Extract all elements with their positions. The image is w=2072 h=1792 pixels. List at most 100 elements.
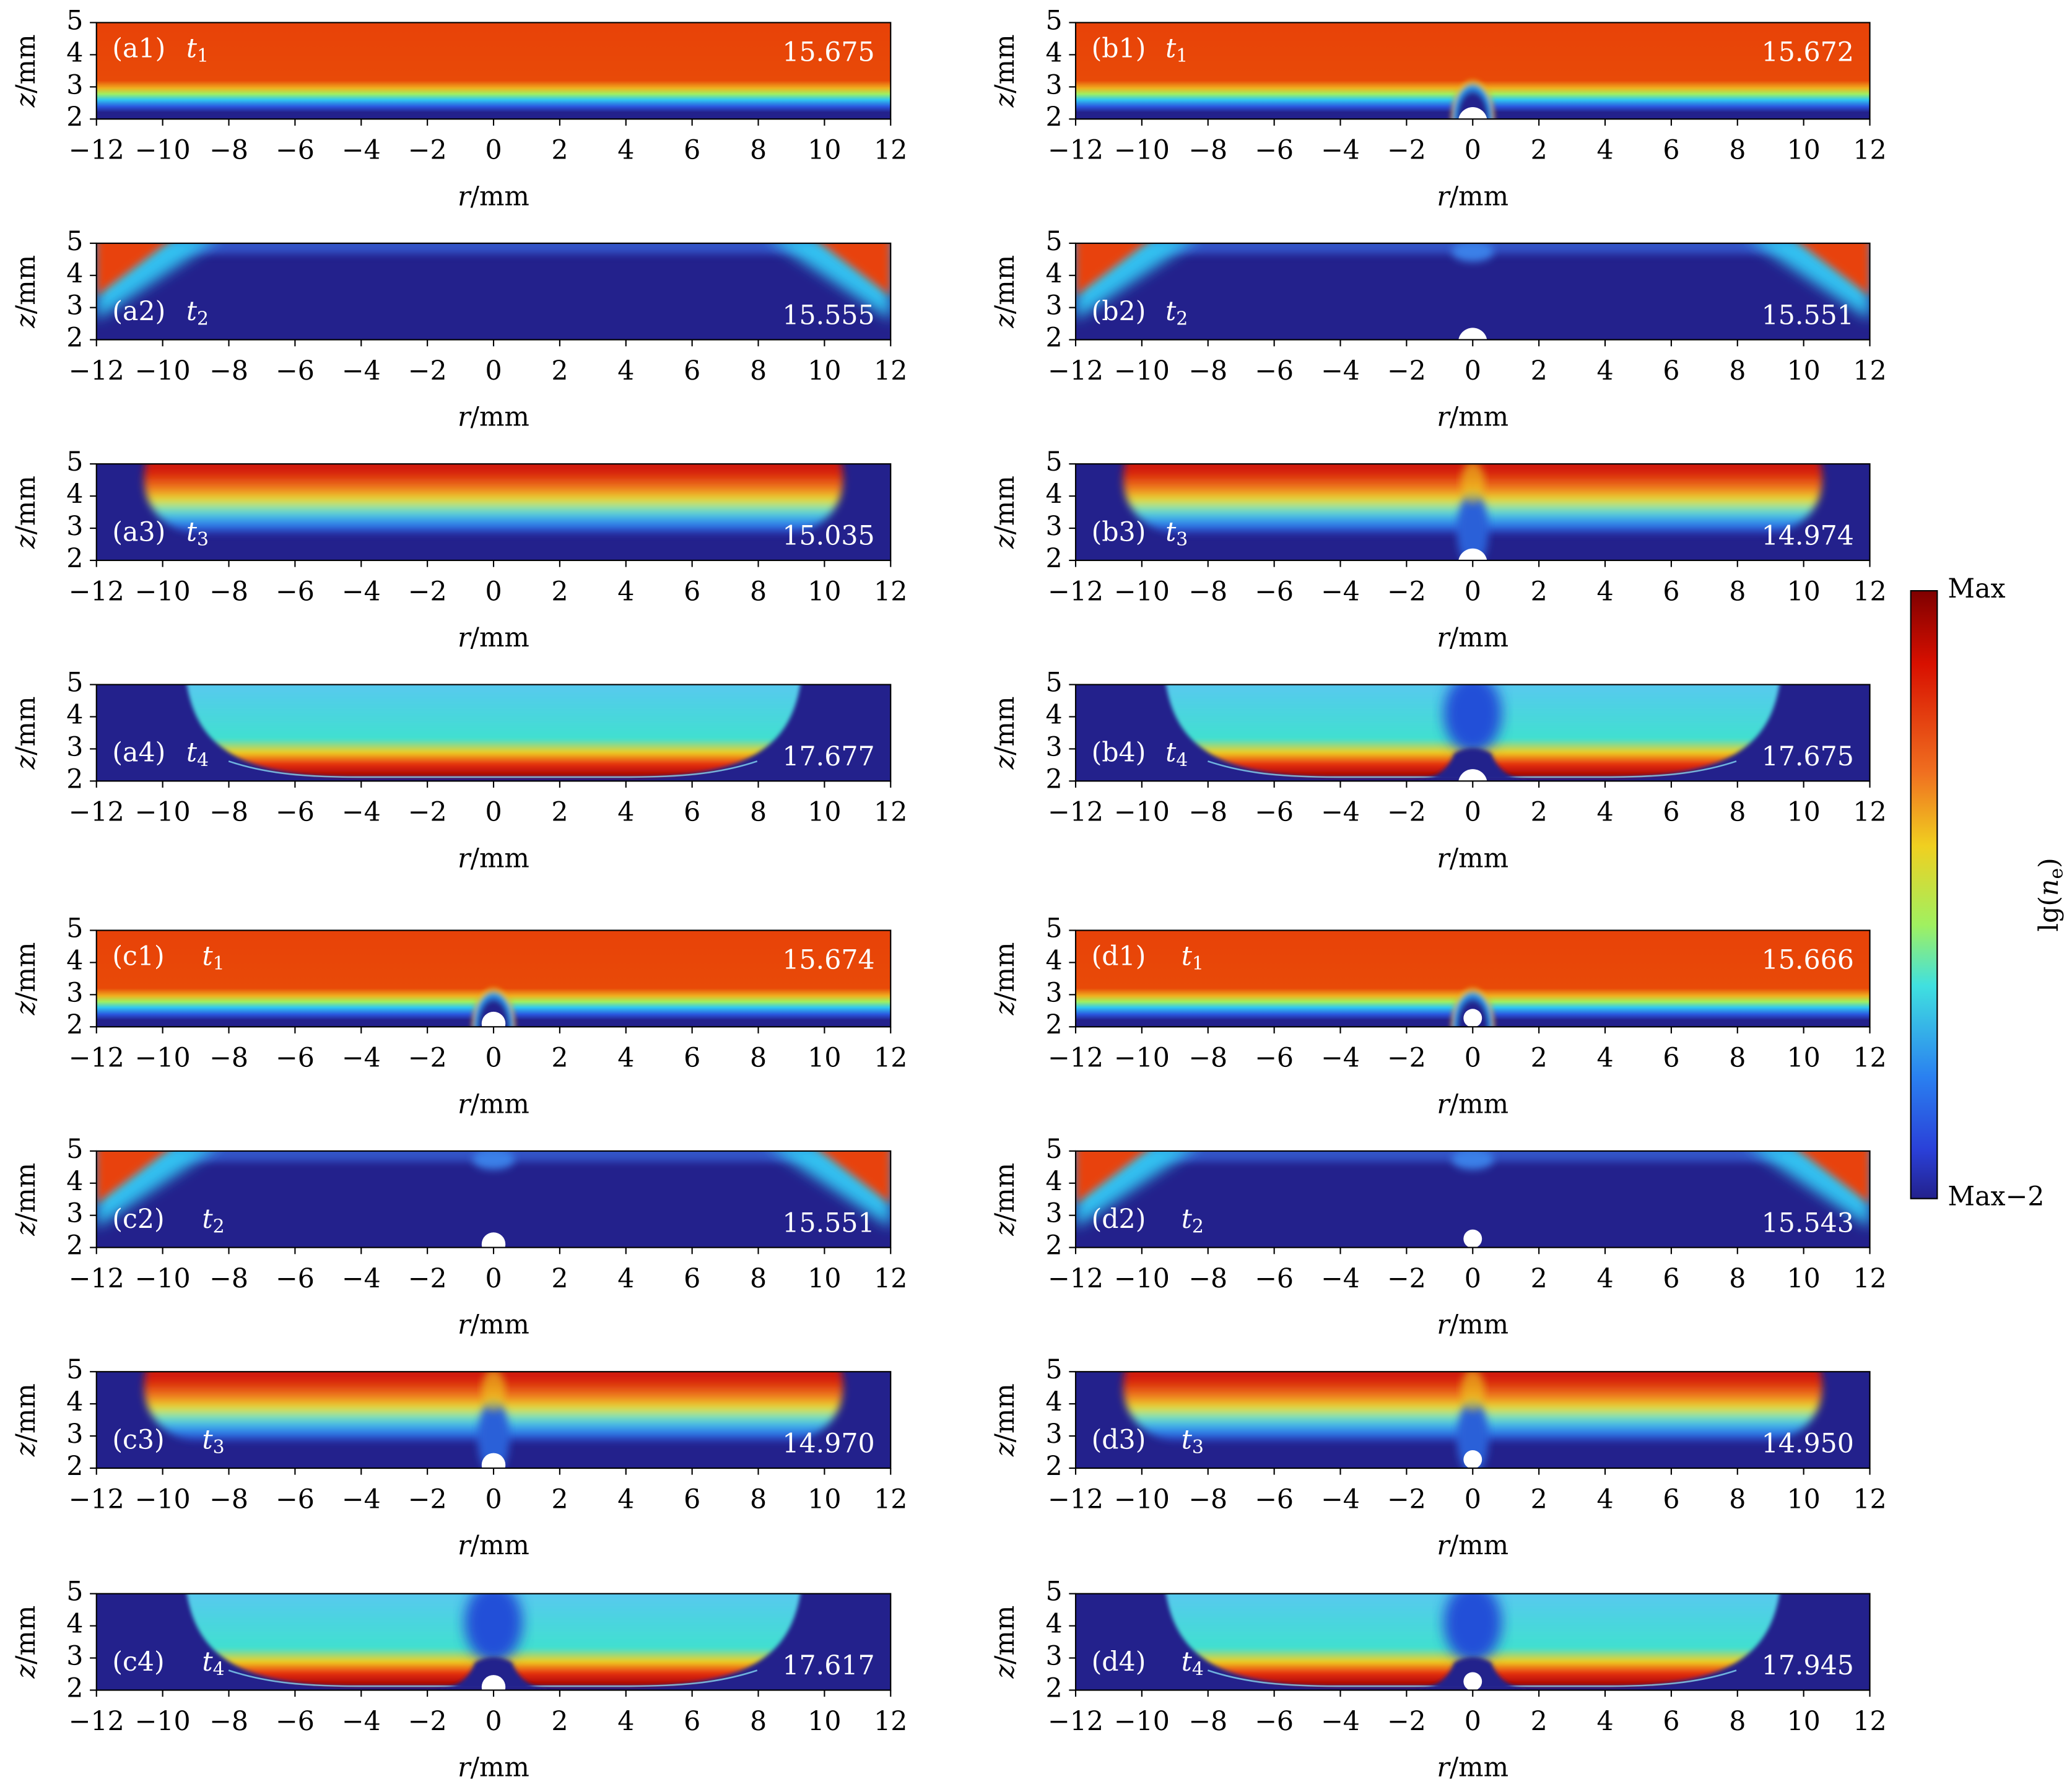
axis-symbol: z (990, 534, 1021, 549)
axis-unit: /mm (1450, 1310, 1508, 1341)
axis-symbol: z (11, 314, 41, 329)
x-tick-label: −4 (1321, 1263, 1360, 1294)
y-tick-label: 3 (1046, 1198, 1063, 1229)
panel-label: (b3) (1092, 516, 1146, 547)
time-index: 3 (1176, 529, 1188, 550)
annotation: 17.617 (782, 1650, 874, 1681)
y-tick-label: 3 (1046, 1641, 1063, 1672)
colorbar-scale (1910, 589, 1938, 1199)
x-axis-label: r/mm (1437, 622, 1508, 653)
time-label: t2 (1182, 1204, 1204, 1238)
time-index: 4 (197, 749, 209, 771)
y-tick-label: 5 (1046, 1354, 1063, 1385)
annotation: 15.666 (1762, 945, 1854, 976)
x-tick-label: 8 (1729, 1043, 1746, 1074)
y-axis-label: z/mm (990, 942, 1021, 1016)
annotation: 17.677 (782, 741, 874, 772)
x-tick-label: 6 (1663, 355, 1679, 386)
x-tick-label: 6 (1663, 797, 1679, 828)
y-tick-label: 4 (1046, 1166, 1063, 1197)
axis-symbol: r (1437, 1089, 1451, 1120)
y-axis-label: z/mm (11, 1163, 41, 1237)
x-axis-label: r/mm (1437, 843, 1508, 874)
panel-label: (c1) (112, 941, 164, 972)
x-tick-label: 6 (684, 355, 700, 386)
x-tick-label: −2 (408, 1484, 447, 1515)
x-tick-label: 12 (874, 1263, 907, 1294)
y-tick-label: 2 (1046, 543, 1063, 574)
density-bump (1448, 76, 1497, 120)
x-tick-label: 10 (807, 1043, 841, 1074)
y-tick-label: 5 (1046, 226, 1063, 257)
annotation: 14.974 (1762, 521, 1854, 552)
x-tick-label: 8 (750, 1263, 767, 1294)
x-tick-label: 8 (1729, 797, 1746, 828)
y-axis-label: z/mm (11, 476, 41, 549)
x-tick-label: −4 (1321, 1706, 1360, 1737)
annotation: 17.945 (1762, 1650, 1854, 1681)
x-tick-label: 10 (807, 1484, 841, 1515)
y-tick-label: 2 (1046, 1672, 1063, 1703)
x-tick-label: −2 (408, 576, 447, 607)
x-tick-label: 8 (1729, 1263, 1746, 1294)
y-tick-label: 2 (1046, 763, 1063, 794)
y-axis-label: z/mm (11, 942, 41, 1016)
x-axis-label: r/mm (458, 1530, 529, 1561)
panel: (a1) t1 15.675 −12 −10 −8 −6 −4 −2 0 2 4 6 8 10 12 r/mm 2… (11, 5, 908, 212)
panel: (a4) t4 17.677−12 −10 −8 −6 −4 −2 0 2 4 6 8 10 12r/mm2… (11, 668, 908, 874)
x-tick-label: −6 (276, 1484, 315, 1515)
annotation: 17.675 (1762, 741, 1854, 772)
axis-unit: /mm (1450, 1752, 1508, 1783)
density-bump (1448, 984, 1497, 1027)
y-tick-label: 3 (1046, 511, 1063, 542)
x-tick-label: 2 (1531, 797, 1547, 828)
plot-area (96, 464, 891, 560)
x-tick-label: −8 (209, 1706, 248, 1737)
density-bump (1452, 243, 1494, 262)
plot-area (96, 1593, 891, 1690)
x-tick-label: 12 (1853, 1263, 1886, 1294)
x-tick-label: −2 (1387, 576, 1426, 607)
x-tick-label: 10 (1787, 1484, 1820, 1515)
y-tick-label: 3 (66, 511, 83, 542)
label-sub: e (2046, 868, 2068, 879)
time-symbol: t (1165, 737, 1177, 768)
x-axis-label: r/mm (1437, 1530, 1508, 1561)
x-tick-label: −10 (135, 1706, 191, 1737)
axis-unit: /mm (990, 1163, 1021, 1222)
x-tick-label: −8 (1188, 1706, 1227, 1737)
x-tick-label: −2 (408, 797, 447, 828)
axis-unit: /mm (1450, 622, 1508, 653)
x-tick-label: 2 (1531, 1484, 1547, 1515)
time-symbol: t (186, 737, 198, 768)
axis-symbol: z (11, 93, 41, 108)
axis-symbol: z (11, 755, 41, 770)
y-axis-label: z/mm (990, 1163, 1021, 1237)
x-tick-label: 10 (807, 355, 841, 386)
x-tick-label: 8 (750, 135, 767, 166)
x-tick-label: 6 (1663, 1263, 1679, 1294)
panel-label: (d4) (1092, 1646, 1146, 1677)
x-tick-label: −4 (1321, 135, 1360, 166)
density-region (144, 464, 843, 533)
plot-area (1076, 684, 1870, 781)
y-tick-label: 5 (1046, 1134, 1063, 1165)
axis-unit: /mm (11, 34, 41, 93)
panel-label: (a3) (112, 516, 165, 547)
y-tick-label: 4 (66, 479, 83, 510)
annotation: 15.035 (782, 521, 874, 552)
x-tick-label: 8 (1729, 1706, 1746, 1737)
time-index: 3 (1192, 1437, 1204, 1458)
x-tick-label: 12 (1853, 1484, 1886, 1515)
label-prefix: lg( (2034, 896, 2065, 932)
x-tick-label: −2 (408, 355, 447, 386)
time-index: 4 (1192, 1658, 1204, 1680)
x-tick-label: −8 (209, 135, 248, 166)
time-label: t4 (202, 1646, 224, 1681)
x-tick-label: 4 (1596, 797, 1613, 828)
axis-unit: /mm (471, 402, 529, 433)
y-tick-label: 5 (1046, 5, 1063, 36)
x-tick-label: −2 (408, 135, 447, 166)
panel: (d3) t3 14.950−12 −10 −8 −6 −4 −2 0 2 4 6 8 10 12r/mm2… (990, 1354, 1887, 1561)
x-tick-label: −2 (408, 1043, 447, 1074)
